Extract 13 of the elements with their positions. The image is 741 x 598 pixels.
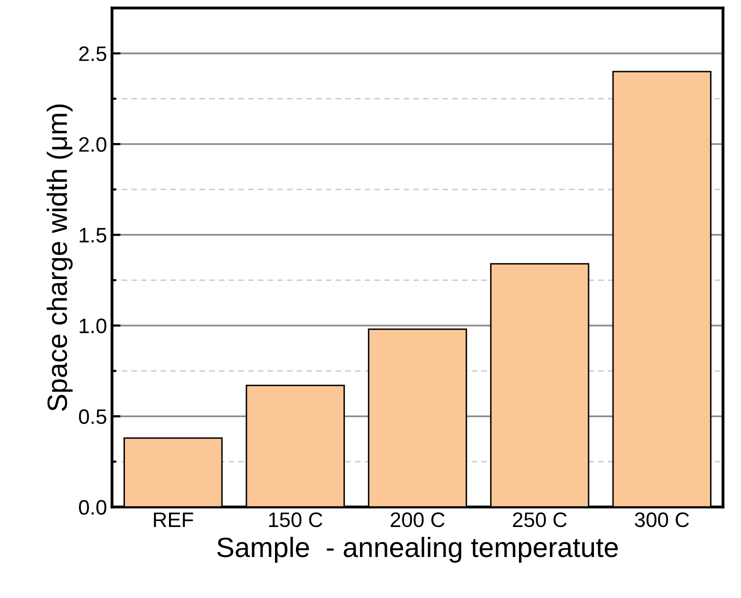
x-tick-label: REF	[154, 512, 194, 527]
x-axis-title: Sample - annealing temperatute	[217, 536, 618, 563]
y-tick-label: 1.5	[80, 228, 106, 243]
y-tick-label: 2.5	[79, 46, 106, 62]
y-tick-label: 0.5	[78, 409, 106, 424]
x-tick-label: 300 C	[634, 512, 689, 528]
y-tick-label: 1.0	[80, 318, 106, 334]
x-tick-label: 200 C	[390, 512, 445, 528]
x-tick-label: 150 C	[269, 512, 322, 528]
y-tick-label: 2.0	[79, 137, 106, 152]
y-tick-label: 0.0	[78, 500, 106, 515]
x-tick-label: 250 C	[512, 512, 567, 528]
y-axis-title: Space charge width (μm)	[46, 104, 73, 411]
